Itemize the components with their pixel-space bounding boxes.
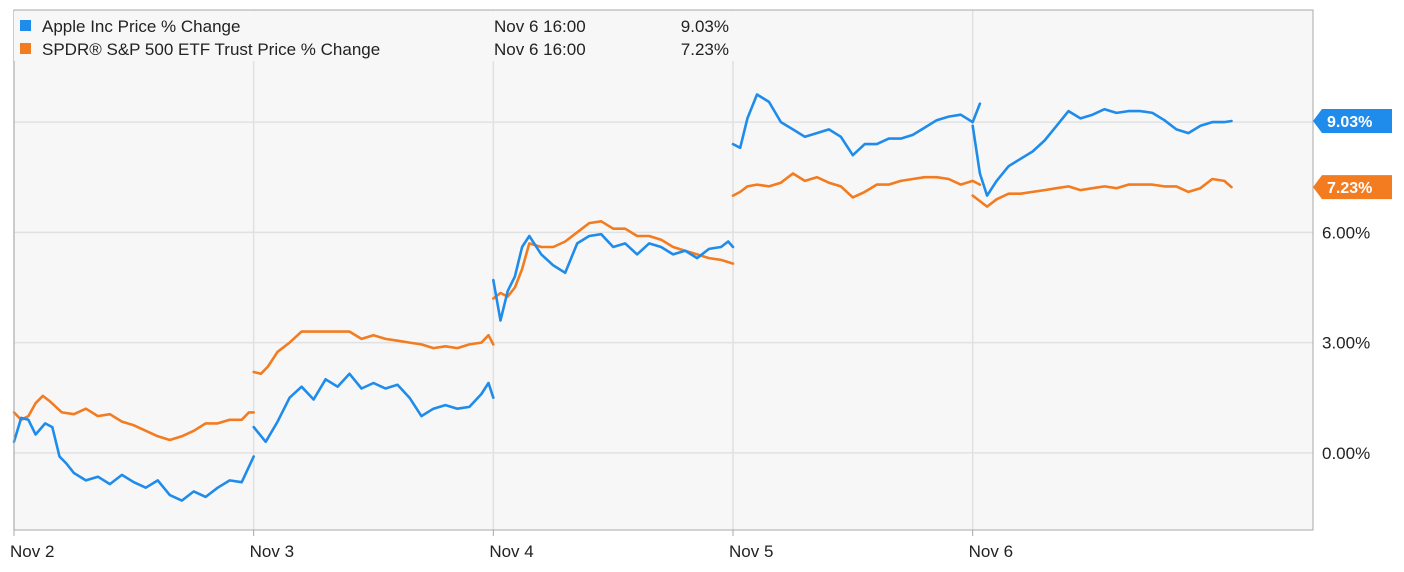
- series-line-spy: [731, 172, 982, 199]
- badge-shape: [1313, 175, 1392, 200]
- y-tick-label: 6.00%: [1322, 223, 1370, 242]
- y-tick-label: 0.00%: [1322, 444, 1370, 463]
- legend-swatch-spy: [20, 43, 31, 54]
- series-line-apple: [731, 93, 982, 157]
- x-axis: Nov 2 Nov 3 Nov 4 Nov 5 Nov 6: [10, 530, 1013, 561]
- legend-value-spy: 7.23%: [681, 40, 729, 59]
- x-tick-label: Nov 6: [969, 542, 1013, 561]
- plot-frame: [13, 9, 1314, 531]
- legend-name-spy: SPDR® S&P 500 ETF Trust Price % Change: [42, 40, 380, 59]
- last-value-badges: 7.23% 9.03%: [1313, 108, 1392, 200]
- series-line-apple: [12, 416, 255, 502]
- series-line-spy: [12, 394, 255, 442]
- legend-name-apple: Apple Inc Price % Change: [42, 17, 240, 36]
- x-tick-label: Nov 4: [489, 542, 533, 561]
- legend-date-apple: Nov 6 16:00: [494, 17, 586, 36]
- series-line-apple: [971, 107, 1233, 197]
- plot-background: [14, 10, 1313, 530]
- legend-swatch-apple: [20, 20, 31, 31]
- badge-label: 9.03%: [1327, 114, 1372, 131]
- y-tick-label: 3.00%: [1322, 334, 1370, 353]
- series-line-apple: [492, 232, 735, 322]
- badge-label: 7.23%: [1327, 180, 1372, 197]
- badge-apple: 9.03%: [1313, 108, 1392, 133]
- legend: Apple Inc Price % Change Nov 6 16:00 9.0…: [14, 11, 738, 61]
- series-line-apple: [252, 372, 495, 444]
- x-tick-label: Nov 5: [729, 542, 773, 561]
- legend-background: [14, 11, 738, 61]
- badge-spy: 7.23%: [1313, 175, 1392, 200]
- series-lines: [12, 93, 1233, 502]
- legend-date-spy: Nov 6 16:00: [494, 40, 586, 59]
- y-axis: 0.00%3.00%6.00%9.00%: [1322, 113, 1370, 463]
- x-tick-label: Nov 3: [250, 542, 294, 561]
- series-line-spy: [252, 330, 495, 376]
- x-tick-label: Nov 2: [10, 542, 54, 561]
- badge-shape: [1313, 108, 1392, 133]
- series-line-spy: [971, 177, 1233, 208]
- legend-value-apple: 9.03%: [681, 17, 729, 36]
